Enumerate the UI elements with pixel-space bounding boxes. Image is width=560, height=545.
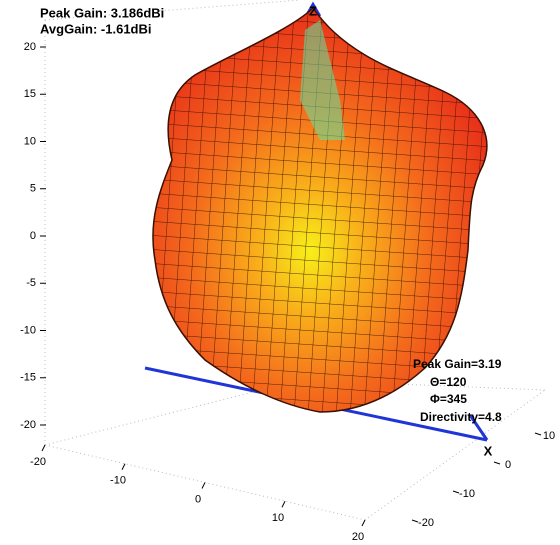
z-tick-label: -15: [20, 372, 36, 384]
surface-mesh: [152, 8, 487, 412]
x-tick-label: -10: [459, 488, 475, 500]
x-axis-line: [468, 414, 489, 441]
annotation: Θ=120: [430, 375, 467, 389]
x-tick: [534, 432, 542, 436]
z-label: Z: [309, 3, 317, 18]
y-tick: [281, 501, 286, 508]
x-tick: [452, 490, 460, 494]
x-tick-label: 10: [543, 430, 555, 442]
x-tick-label: 0: [505, 459, 511, 471]
y-tick-label: -20: [30, 456, 46, 468]
z-tick-label: 10: [24, 135, 36, 147]
peak-gain: Peak Gain: 3.186dBi: [40, 5, 164, 20]
y-tick: [121, 463, 126, 470]
y-tick: [41, 444, 46, 452]
annotation: Φ=345: [430, 392, 467, 406]
y-tick: [201, 482, 206, 489]
y-tick: [361, 519, 366, 527]
surface-null: [300, 20, 345, 140]
y-tick-label: 10: [272, 512, 284, 524]
x-tick-label: -20: [418, 517, 434, 529]
z-tick-label: 20: [24, 41, 36, 53]
y-tick-label: -10: [110, 475, 126, 487]
x-tick: [493, 461, 501, 465]
y-tick-label: 0: [195, 493, 201, 505]
z-tick-label: 5: [30, 183, 36, 195]
z-tick-label: -10: [20, 324, 36, 336]
annotation: Peak Gain=3.19: [413, 357, 502, 371]
annotation: Directivity=4.8: [420, 410, 502, 424]
z-tick-label: 0: [30, 230, 36, 242]
z-tick-label: -5: [26, 277, 36, 289]
x-label: X: [484, 443, 493, 458]
avg-gain: AvgGain: -1.61dBi: [40, 21, 151, 36]
radiation-surface: [152, 6, 488, 413]
z-tick-label: 15: [24, 88, 36, 100]
x-tick: [411, 519, 419, 523]
y-tick-label: 20: [352, 531, 364, 543]
z-tick-label: -20: [20, 419, 36, 431]
